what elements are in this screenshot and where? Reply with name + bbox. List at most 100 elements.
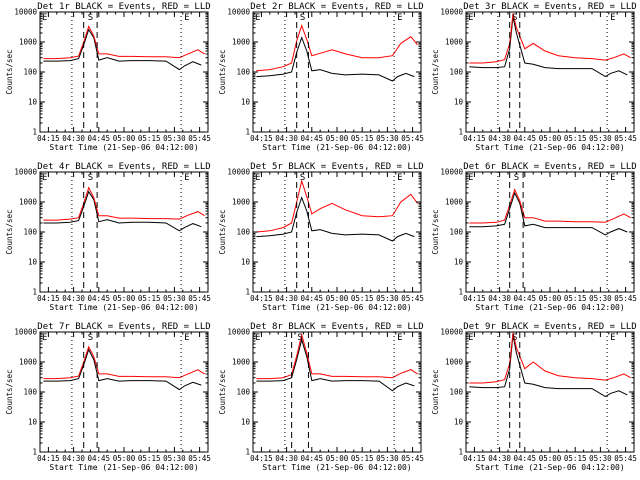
y-tick-label: 10 [454,258,464,267]
x-tick-label: 04:30 [488,134,511,143]
x-tick-label: 05:15 [138,294,161,303]
y-axis-label: Counts/sec [5,209,14,254]
events-series-line [469,16,628,78]
x-tick-label: 04:45 [301,134,324,143]
x-tick-label: 05:00 [113,134,136,143]
y-tick-label: 10000 [440,168,463,177]
lld-series-line [43,25,205,60]
x-tick-label: 04:15 [37,134,60,143]
y-axis-label: Counts/sec [5,49,14,94]
e-interval-label: E [184,13,189,23]
plot-frame [39,331,209,453]
s-interval-label: S [512,333,517,343]
y-tick-label: 1000 [445,38,464,47]
lld-series-line [469,188,631,224]
plot-frame [39,11,209,133]
y-tick-label: 10 [28,258,38,267]
events-series-line [43,190,202,232]
x-tick-label: 05:30 [376,454,399,463]
y-tick-label: 1000 [19,198,38,207]
e-interval-label: E [255,173,260,183]
y-tick-label: 100 [23,68,37,77]
x-tick-label: 04:30 [62,294,85,303]
x-axis-label: Start Time (21-Sep-06 04:12:00) [49,303,198,312]
x-tick-label: 05:45 [614,294,637,303]
chart-title: Det 6r BLACK = Events, RED = LLD [463,162,636,172]
chart-title: Det 1r BLACK = Events, RED = LLD [37,2,210,12]
lld-series-line [469,332,631,384]
x-tick-label: 05:00 [113,454,136,463]
lld-series-line [43,345,205,380]
x-tick-label: 04:45 [301,454,324,463]
y-tick-label: 100 [23,228,37,237]
x-tick-label: 04:30 [488,294,511,303]
x-tick-label: 05:00 [326,454,349,463]
x-tick-label: 05:00 [326,134,349,143]
x-tick-label: 04:30 [275,294,298,303]
e-interval-label: E [255,333,260,343]
y-tick-label: 100 [449,68,463,77]
y-tick-label: 1 [32,128,37,137]
x-axis-label: Start Time (21-Sep-06 04:12:00) [475,303,624,312]
y-tick-label: 100 [236,228,250,237]
e-interval-label: E [468,173,473,183]
x-tick-label: 05:00 [539,134,562,143]
x-tick-label: 04:45 [301,294,324,303]
y-tick-label: 1000 [232,198,251,207]
e-interval-label: E [397,333,402,343]
x-tick-label: 05:45 [188,294,211,303]
e-interval-label: E [397,13,402,23]
events-series-line [256,196,415,242]
x-tick-label: 04:45 [514,134,537,143]
plot-frame [39,171,209,293]
x-axis-label: Start Time (21-Sep-06 04:12:00) [49,143,198,152]
chart-title: Det 5r BLACK = Events, RED = LLD [250,162,423,172]
x-tick-label: 05:30 [163,294,186,303]
y-tick-label: 10000 [14,328,37,337]
y-tick-label: 1000 [19,38,38,47]
x-tick-label: 05:15 [351,454,374,463]
x-tick-label: 04:15 [37,454,60,463]
e-interval-label: E [184,173,189,183]
y-tick-label: 10000 [227,328,250,337]
s-interval-label: S [88,173,93,183]
s-interval-label: S [300,173,305,183]
x-tick-label: 05:45 [401,134,424,143]
x-tick-label: 04:15 [250,294,273,303]
s-interval-label: S [512,13,517,23]
s-interval-label: S [514,173,519,183]
x-tick-label: 05:30 [163,454,186,463]
e-interval-label: E [255,13,260,23]
x-tick-label: 05:30 [589,134,612,143]
x-tick-label: 04:15 [463,294,486,303]
y-tick-label: 1 [458,288,463,297]
y-tick-label: 10 [241,98,251,107]
y-tick-label: 1 [245,128,250,137]
e-interval-label: E [397,173,402,183]
x-tick-label: 05:45 [614,134,637,143]
y-tick-label: 1000 [19,358,38,367]
e-interval-label: E [610,173,615,183]
x-tick-label: 05:00 [113,294,136,303]
events-series-line [469,334,628,398]
lld-series-line [256,179,419,233]
y-axis-label: Counts/sec [431,209,440,254]
y-tick-label: 1 [32,448,37,457]
y-tick-label: 10000 [227,168,250,177]
chart-title: Det 9r BLACK = Events, RED = LLD [463,322,636,332]
events-series-line [43,348,202,391]
chart-title: Det 4r BLACK = Events, RED = LLD [37,162,210,172]
y-tick-label: 1000 [232,358,251,367]
y-axis-label: Counts/sec [431,369,440,414]
x-tick-label: 04:30 [488,454,511,463]
y-axis-label: Counts/sec [218,209,227,254]
x-tick-label: 04:30 [62,134,85,143]
y-tick-label: 100 [449,228,463,237]
x-axis-label: Start Time (21-Sep-06 04:12:00) [262,303,411,312]
x-tick-label: 04:45 [88,294,111,303]
